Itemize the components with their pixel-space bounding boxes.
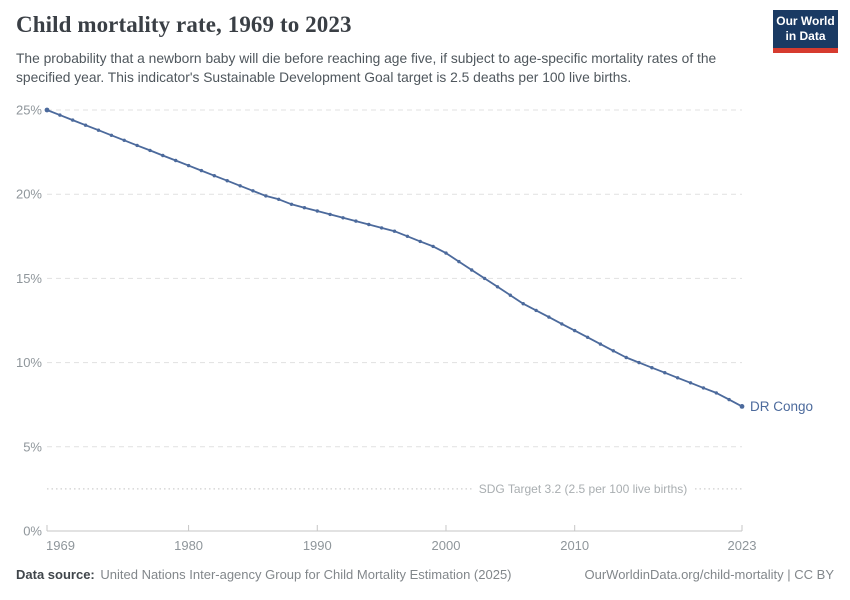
chart-svg[interactable]: 0% 5% 10% 15% 20% 25% 1969 1980 1990 2000 2010 2023…: [0, 95, 850, 565]
data-point[interactable]: [405, 234, 410, 238]
data-point[interactable]: [444, 251, 448, 255]
data-point[interactable]: [547, 315, 551, 319]
y-axis-tick-label: 5%: [23, 439, 42, 454]
data-point[interactable]: [251, 189, 255, 193]
data-point[interactable]: [161, 153, 165, 158]
x-axis-tick-label: 2010: [560, 538, 589, 553]
data-point[interactable]: [58, 113, 62, 117]
data-point[interactable]: [727, 397, 731, 402]
page-title: Child mortality rate, 1969 to 2023: [16, 12, 352, 37]
data-point[interactable]: [688, 381, 693, 385]
data-point[interactable]: [624, 355, 628, 360]
data-point[interactable]: [341, 216, 345, 220]
data-point[interactable]: [135, 143, 139, 148]
data-point[interactable]: [354, 219, 358, 223]
data-point[interactable]: [701, 386, 706, 390]
data-point[interactable]: [109, 133, 114, 137]
data-point[interactable]: [264, 194, 268, 198]
y-axis-tick-label: 10%: [16, 355, 42, 370]
data-point[interactable]: [573, 328, 577, 333]
data-point[interactable]: [174, 158, 178, 163]
data-point[interactable]: [611, 349, 615, 353]
data-source-text: United Nations Inter-agency Group for Ch…: [100, 567, 512, 582]
x-axis-tick-label: 2000: [432, 538, 461, 553]
data-point[interactable]: [289, 202, 294, 206]
data-point[interactable]: [585, 335, 590, 339]
data-point[interactable]: [457, 259, 461, 264]
x-axis-tick-label: 1980: [174, 538, 203, 553]
data-point[interactable]: [714, 391, 718, 395]
data-point[interactable]: [508, 293, 512, 297]
data-source: Data source: United Nations Inter-agency…: [16, 567, 512, 582]
data-point[interactable]: [83, 123, 88, 127]
data-point[interactable]: [392, 229, 397, 233]
sdg-label-backdrop: [472, 480, 694, 497]
y-axis-tick-label: 20%: [16, 187, 42, 202]
data-point[interactable]: [96, 128, 101, 132]
attribution: OurWorldinData.org/child-mortality | CC …: [584, 567, 835, 582]
owid-logo[interactable]: Our World in Data: [773, 10, 838, 53]
series-end-label[interactable]: DR Congo: [750, 399, 813, 414]
data-point[interactable]: [650, 366, 654, 370]
logo-line-2: in Data: [785, 29, 826, 43]
data-point[interactable]: [238, 184, 242, 188]
data-point[interactable]: [302, 206, 307, 210]
data-point[interactable]: [328, 212, 332, 217]
y-axis-tick-label: 15%: [16, 271, 42, 286]
data-point[interactable]: [418, 239, 422, 244]
chart-subtitle: The probability that a newborn baby will…: [16, 51, 717, 85]
y-axis-tick-label: 25%: [16, 103, 42, 118]
data-point[interactable]: [675, 376, 680, 380]
data-point[interactable]: [122, 138, 126, 142]
data-point[interactable]: [482, 276, 487, 281]
data-source-label: Data source:: [16, 567, 99, 582]
data-point[interactable]: [560, 322, 564, 326]
data-point[interactable]: [379, 226, 384, 230]
data-point[interactable]: [315, 209, 319, 213]
data-point[interactable]: [663, 371, 667, 375]
x-axis-tick-label: 1990: [303, 538, 332, 553]
data-point[interactable]: [637, 360, 641, 365]
y-axis-tick-label: 0%: [23, 524, 42, 539]
data-point[interactable]: [470, 268, 474, 272]
data-point[interactable]: [521, 302, 525, 306]
sdg-target-label: SDG Target 3.2 (2.5 per 100 live births): [479, 482, 688, 496]
data-point[interactable]: [367, 222, 371, 227]
data-point[interactable]: [431, 244, 435, 249]
data-point[interactable]: [225, 179, 229, 183]
data-point[interactable]: [71, 118, 75, 122]
data-point[interactable]: [534, 308, 538, 313]
data-point[interactable]: [212, 174, 216, 178]
data-point[interactable]: [186, 163, 191, 168]
logo-line-1: Our World: [776, 14, 835, 28]
data-point[interactable]: [148, 148, 152, 153]
x-axis-tick-label: 2023: [728, 538, 757, 553]
data-point[interactable]: [44, 107, 50, 113]
data-point[interactable]: [199, 168, 204, 173]
x-axis-tick-label: 1969: [46, 538, 75, 553]
data-point[interactable]: [739, 404, 745, 409]
data-point[interactable]: [277, 197, 281, 201]
data-point[interactable]: [598, 342, 603, 346]
chart-footer: Data source: United Nations Inter-agency…: [16, 567, 834, 582]
data-point[interactable]: [495, 285, 500, 289]
